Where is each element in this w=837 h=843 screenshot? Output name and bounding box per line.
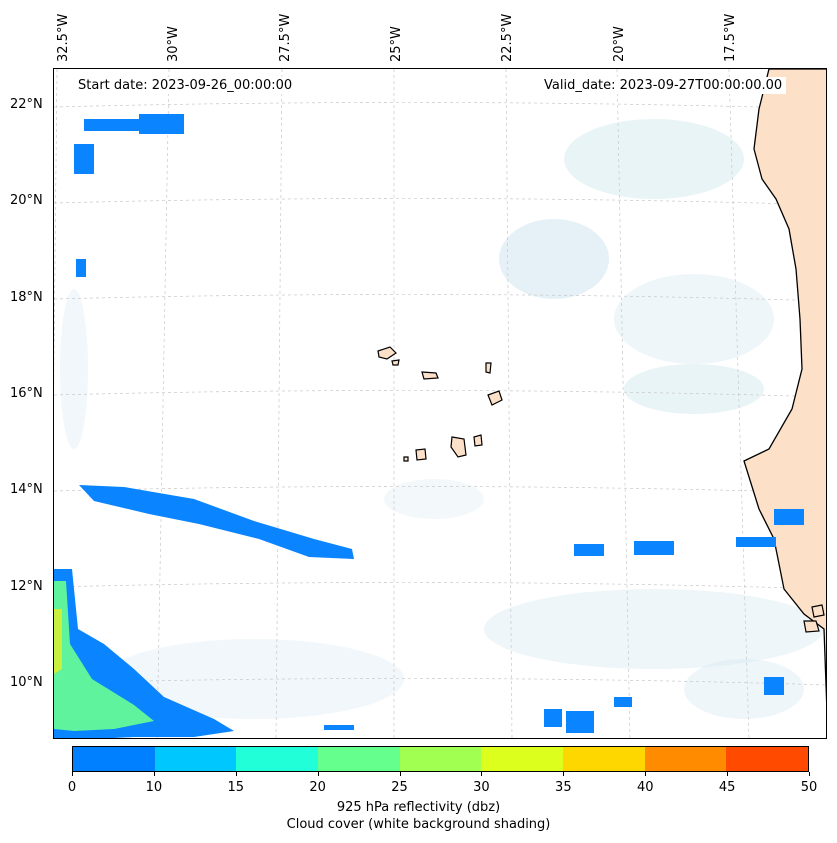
- lon-label-20w: 20°W: [612, 26, 627, 62]
- lon-label-27-5w: 27.5°W: [278, 13, 293, 62]
- colorbar-tick-mark: [153, 772, 155, 776]
- map-panel: [53, 68, 827, 739]
- africa-landmass: [743, 69, 826, 703]
- colorbar-segment: [73, 747, 155, 771]
- lon-label-22-5w: 22.5°W: [500, 13, 515, 62]
- colorbar-segment: [318, 747, 400, 771]
- colorbar-tick-label: 30: [473, 780, 490, 795]
- lat-label-20n: 20°N: [10, 193, 43, 208]
- colorbar-tick-label: 10: [145, 780, 163, 795]
- colorbar-tick-mark: [235, 772, 237, 776]
- cape-verde-islands: [377, 346, 503, 462]
- colorbar-tick-label: 35: [555, 780, 572, 795]
- map-canvas: [54, 69, 826, 738]
- lat-label-14n: 14°N: [10, 482, 43, 497]
- colorbar-tick-label: 15: [227, 780, 245, 795]
- colorbar-title: 925 hPa reflectivity (dbz): [336, 800, 501, 815]
- lat-label-12n: 12°N: [10, 579, 43, 594]
- cloud-cover-shading: [60, 119, 824, 719]
- colorbar-tick-mark: [645, 772, 647, 776]
- lat-label-10n: 10°N: [10, 675, 43, 690]
- colorbar-tick-label: 0: [67, 780, 77, 795]
- colorbar-segment: [726, 747, 809, 771]
- lon-label-32-5w: 32.5°W: [56, 13, 71, 62]
- reflectivity-mid: [54, 581, 154, 731]
- colorbar-segment: [236, 747, 319, 771]
- colorbar-segment: [644, 747, 727, 771]
- colorbar-tick-mark: [809, 772, 810, 776]
- colorbar: [72, 746, 809, 772]
- colorbar-tick-mark: [563, 772, 565, 776]
- reflectivity-high: [54, 609, 62, 674]
- lat-label-18n: 18°N: [10, 290, 43, 305]
- colorbar-subtitle: Cloud cover (white background shading): [286, 817, 551, 832]
- lat-label-22n: 22°N: [10, 97, 43, 112]
- graticule: [54, 69, 826, 738]
- colorbar-tick-mark: [727, 772, 729, 776]
- colorbar-tick-mark: [317, 772, 319, 776]
- colorbar-segment: [399, 747, 482, 771]
- colorbar-tick-label: 40: [636, 780, 654, 795]
- colorbar-tick-mark: [72, 772, 73, 776]
- colorbar-tick-label: 45: [718, 780, 736, 795]
- colorbar-tick-label: 20: [309, 780, 326, 795]
- colorbar-segment: [563, 747, 645, 771]
- colorbar-tick-mark: [481, 772, 483, 776]
- colorbar-tick-mark: [399, 772, 401, 776]
- bissagos-islands: [803, 604, 825, 633]
- valid-date-annotation: Valid_date: 2023-09-27T00:00:00.00: [540, 77, 787, 94]
- lat-label-16n: 16°N: [10, 386, 43, 401]
- start-date-annotation: Start date: 2023-09-26_00:00:00: [74, 77, 297, 94]
- lon-label-25w: 25°W: [389, 26, 404, 62]
- lon-label-17-5w: 17.5°W: [723, 13, 738, 62]
- lon-label-30w: 30°W: [166, 26, 181, 62]
- colorbar-tick-label: 25: [391, 780, 408, 795]
- colorbar-tick-label: 50: [800, 780, 818, 795]
- colorbar-segment: [154, 747, 237, 771]
- colorbar-segment: [481, 747, 564, 771]
